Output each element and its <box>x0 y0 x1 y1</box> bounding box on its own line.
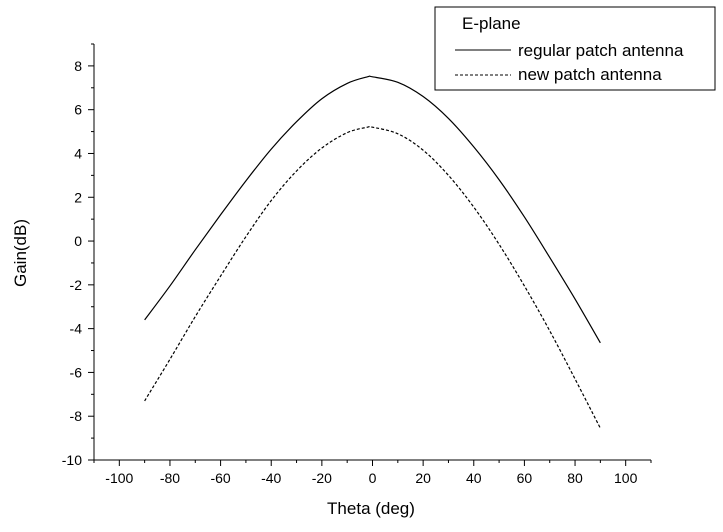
y-axis-label: Gain(dB) <box>11 219 30 287</box>
x-tick-label: -60 <box>210 470 230 486</box>
series-line-new-patch <box>144 125 601 429</box>
x-tick-label: 20 <box>415 470 431 486</box>
y-tick-label: 2 <box>74 189 82 205</box>
y-tick-label: 6 <box>74 102 82 118</box>
y-tick-label: -2 <box>70 277 83 293</box>
x-tick-label: -40 <box>261 470 281 486</box>
x-tick-label: -100 <box>105 470 133 486</box>
x-tick-label: -80 <box>160 470 180 486</box>
x-tick-label: 100 <box>614 470 638 486</box>
x-tick-label: 40 <box>466 470 482 486</box>
legend: E-plane regular patch antenna new patch … <box>434 6 716 91</box>
y-tick-label: -10 <box>62 452 82 468</box>
y-tick-label: -4 <box>70 321 83 337</box>
x-axis-label: Theta (deg) <box>327 499 415 518</box>
legend-title: E-plane <box>462 14 521 33</box>
legend-label-new: new patch antenna <box>518 65 662 84</box>
series-line-regular-patch <box>144 75 601 344</box>
y-tick-label: 4 <box>74 145 82 161</box>
x-tick-label: 0 <box>369 470 377 486</box>
y-tick-label: 0 <box>74 233 82 249</box>
x-tick-label: 60 <box>517 470 533 486</box>
x-tick-label: 80 <box>567 470 583 486</box>
series-layer <box>144 75 601 429</box>
x-tick-label: -20 <box>312 470 332 486</box>
legend-label-regular: regular patch antenna <box>518 41 684 60</box>
legend-box <box>434 6 716 91</box>
y-tick-label: -6 <box>70 364 83 380</box>
y-tick-label: 8 <box>74 58 82 74</box>
y-tick-label: -8 <box>70 408 83 424</box>
